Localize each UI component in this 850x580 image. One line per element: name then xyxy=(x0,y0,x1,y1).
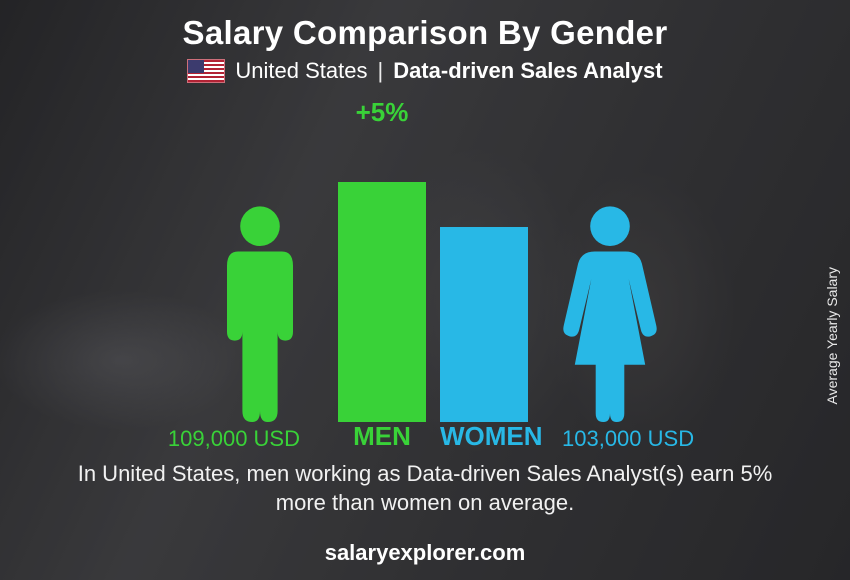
label-women: WOMEN xyxy=(440,421,550,452)
chart-area: +5% 109,000 USD 103,000 USD MEN WOMEN In… xyxy=(0,92,850,580)
pct-difference-label: +5% xyxy=(332,97,432,128)
footer-source: salaryexplorer.com xyxy=(0,540,850,566)
woman-icon xyxy=(555,202,665,422)
page-title: Salary Comparison By Gender xyxy=(183,14,668,52)
us-flag-icon xyxy=(187,59,225,83)
subtitle-role: Data-driven Sales Analyst xyxy=(393,58,662,84)
subtitle-country: United States xyxy=(235,58,367,84)
salary-women: 103,000 USD xyxy=(562,426,732,452)
subtitle-row: United States | Data-driven Sales Analys… xyxy=(187,58,662,84)
summary-text: In United States, men working as Data-dr… xyxy=(0,459,850,518)
label-men: MEN xyxy=(338,421,426,452)
bar-women xyxy=(440,227,528,422)
side-axis-label: Average Yearly Salary xyxy=(824,267,840,405)
side-axis-label-wrap: Average Yearly Salary xyxy=(822,92,842,580)
subtitle-separator: | xyxy=(377,58,383,84)
man-icon xyxy=(205,202,315,422)
infographic-content: Salary Comparison By Gender United State… xyxy=(0,0,850,580)
salary-men: 109,000 USD xyxy=(130,426,300,452)
bar-men xyxy=(338,182,426,422)
